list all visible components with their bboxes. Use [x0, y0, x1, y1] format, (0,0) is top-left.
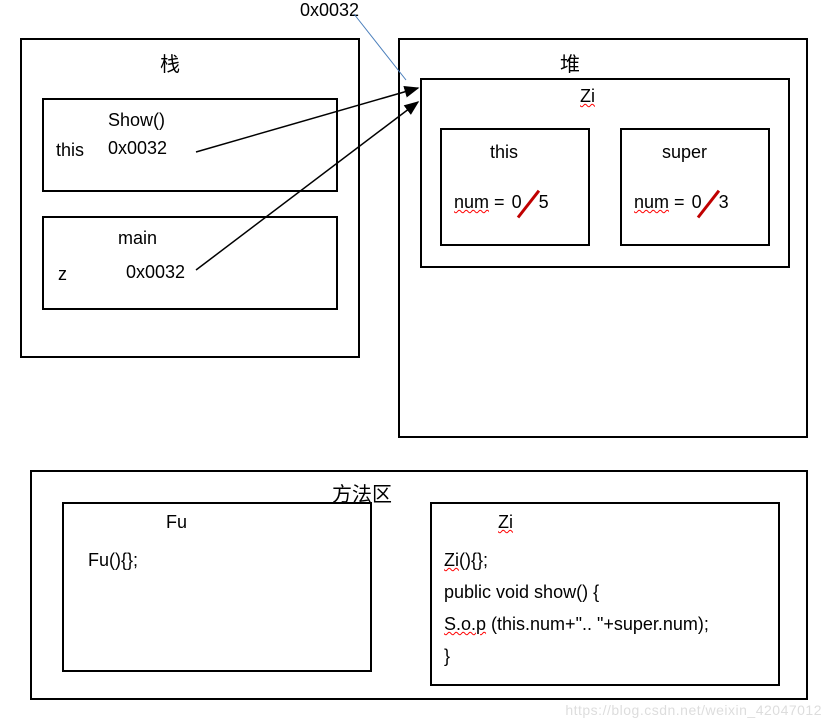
- top-address-label: 0x0032: [300, 0, 359, 21]
- stack-main-name: main: [118, 228, 157, 249]
- method-fu-title: Fu: [166, 512, 187, 533]
- method-zi-l1: Zi(){};: [444, 550, 488, 571]
- zi-underlined: Zi: [580, 86, 595, 106]
- heap-object-title: Zi: [580, 86, 595, 107]
- zi-ctor-underlined: Zi: [444, 550, 459, 570]
- method-fu-body: Fu(){};: [88, 550, 138, 571]
- stack-show-var: this: [56, 140, 84, 161]
- stack-title: 栈: [160, 48, 180, 77]
- stack-frame-show: [42, 98, 338, 192]
- heap-title: 堆: [560, 48, 580, 77]
- stack-show-name: Show(): [108, 110, 165, 131]
- method-zi-l3: S.o.p (this.num+".. "+super.num);: [444, 614, 709, 635]
- num-underlined-super: num: [634, 192, 669, 212]
- stack-box: [20, 38, 360, 358]
- zi-title-underlined: Zi: [498, 512, 513, 532]
- watermark: https://blog.csdn.net/weixin_42047012: [565, 702, 822, 718]
- stack-show-addr: 0x0032: [108, 138, 167, 159]
- stack-frame-main: [42, 216, 338, 310]
- eq-super: =: [674, 192, 685, 212]
- old-this: 0: [512, 192, 522, 212]
- heap-super-label: super: [662, 142, 707, 163]
- method-zi-l4: }: [444, 646, 450, 667]
- eq-this: =: [494, 192, 505, 212]
- heap-this-label: this: [490, 142, 518, 163]
- method-zi-title: Zi: [498, 512, 513, 533]
- new-super: 3: [719, 192, 729, 212]
- stack-main-var: z: [58, 264, 67, 285]
- method-zi-l2: public void show() {: [444, 582, 599, 603]
- num-underlined-this: num: [454, 192, 489, 212]
- old-super: 0: [692, 192, 702, 212]
- method-fu-box: [62, 502, 372, 672]
- sop-underlined: S.o.p: [444, 614, 486, 634]
- new-this: 5: [539, 192, 549, 212]
- stack-main-addr: 0x0032: [126, 262, 185, 283]
